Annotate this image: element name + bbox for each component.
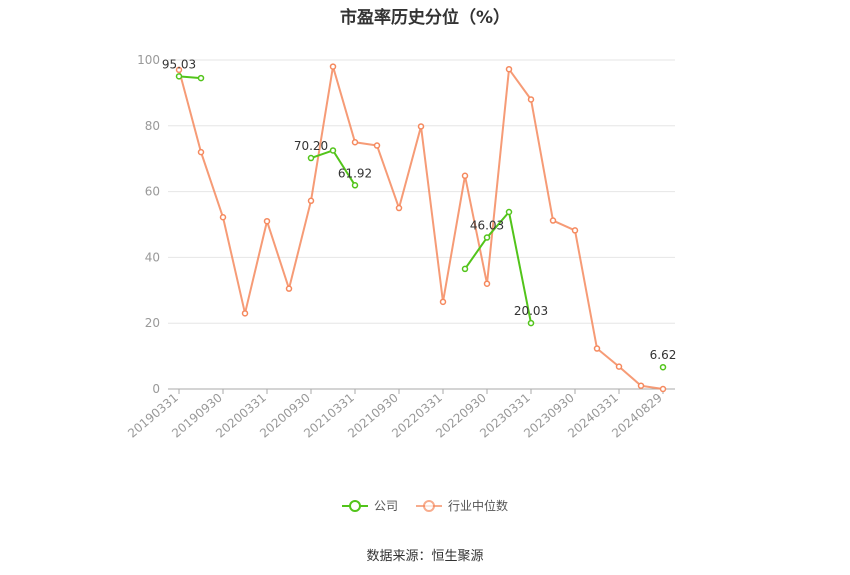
company-point: [461, 265, 469, 273]
company-data-label: 61.92: [338, 166, 372, 180]
axis-layer: 0204060801002019033120190930202003312020…: [125, 53, 675, 441]
y-tick-label: 80: [145, 119, 160, 133]
industry-point: [351, 139, 359, 146]
industry-point: [615, 363, 623, 370]
industry-line: [178, 65, 664, 390]
company-data-label: 95.03: [162, 57, 196, 71]
company-data-label: 20.03: [514, 304, 548, 318]
company-point: [197, 74, 205, 82]
company-data-label: 46.03: [470, 219, 504, 233]
company-point: [659, 363, 667, 371]
legend-item-company[interactable]: 公司: [341, 497, 398, 514]
y-tick-label: 60: [145, 185, 160, 199]
company-point: [351, 182, 359, 189]
company-point: [527, 319, 535, 327]
industry-point: [461, 172, 469, 180]
grid-layer: [168, 59, 675, 324]
company-point: [505, 208, 513, 216]
industry-point: [549, 217, 557, 224]
industry-point: [571, 227, 579, 234]
series-industry: [175, 63, 667, 393]
industry-point: [329, 63, 337, 70]
company-point: [307, 154, 315, 162]
industry-point: [395, 204, 403, 212]
company-line: [464, 210, 532, 324]
chart-title: 市盈率历史分位（%）: [339, 8, 511, 28]
industry-point: [439, 298, 447, 306]
company-line: [178, 75, 202, 80]
legend-industry-marker: [416, 499, 442, 512]
legend-company-label: 公司: [373, 499, 398, 513]
industry-point: [285, 285, 293, 292]
series-company: [175, 73, 667, 371]
series-layer: [175, 63, 667, 393]
y-tick-label: 20: [145, 316, 160, 330]
industry-point: [637, 382, 645, 389]
industry-point: [659, 385, 667, 393]
industry-point: [483, 280, 491, 287]
y-tick-label: 0: [152, 382, 160, 396]
industry-point: [505, 65, 513, 73]
company-point: [329, 147, 337, 154]
source-note: 数据来源：恒生聚源: [366, 549, 484, 564]
company-point: [483, 234, 491, 241]
industry-point: [527, 96, 535, 103]
industry-point: [373, 142, 381, 149]
label-layer: 95.03 70.20 61.92 46.03 20.03 6.62: [162, 57, 677, 362]
company-data-label: 6.62: [650, 348, 677, 362]
industry-point: [219, 214, 227, 221]
legend-item-industry[interactable]: 行业中位数: [416, 497, 508, 514]
legend-industry-label: 行业中位数: [448, 499, 509, 513]
industry-point: [307, 197, 315, 205]
industry-point: [263, 217, 271, 225]
industry-point: [593, 345, 601, 352]
industry-point: [175, 66, 183, 74]
industry-point: [417, 123, 425, 130]
y-tick-label: 100: [137, 53, 160, 67]
industry-point: [241, 310, 249, 317]
company-point: [175, 73, 183, 80]
y-tick-label: 40: [145, 250, 160, 264]
industry-point: [197, 148, 205, 156]
legend-company-marker: [341, 499, 368, 512]
company-data-label: 70.20: [294, 139, 328, 153]
legend: 公司 行业中位数: [0, 497, 850, 514]
